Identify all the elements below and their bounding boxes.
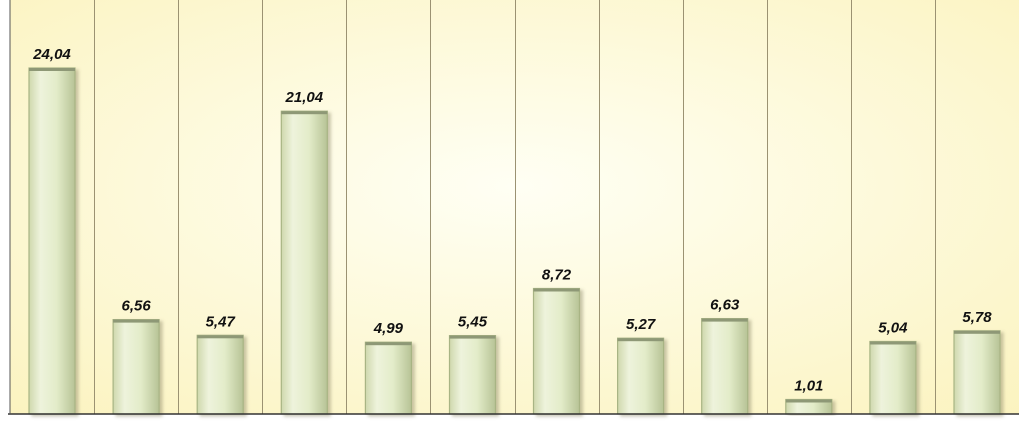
- bar-cap: [281, 111, 328, 115]
- bar-value-label: 5,47: [206, 313, 236, 330]
- bar: [112, 319, 160, 415]
- bar: [28, 67, 76, 415]
- plot-background: [10, 0, 1019, 414]
- bar-value-label: 6,56: [121, 298, 151, 315]
- bar-cap: [701, 318, 748, 322]
- bar: [532, 287, 581, 415]
- bar: [196, 334, 244, 415]
- bar-value-label: 5,04: [878, 320, 908, 337]
- bar: [701, 318, 749, 415]
- bar: [953, 330, 1001, 415]
- bar-value-label: 1,01: [794, 378, 823, 395]
- bar-value-label: 5,78: [962, 309, 992, 326]
- bar-cap: [113, 319, 160, 323]
- bars-group: [28, 67, 1001, 415]
- bar: [869, 340, 917, 415]
- bar: [448, 335, 497, 415]
- bar-cap: [365, 342, 412, 346]
- value-labels-group: 24,04 6,56 5,47 21,04 4,99 5,45 8,72 5,27 6,63 1,…: [32, 46, 992, 395]
- bar: [280, 110, 328, 415]
- bar-cap: [954, 330, 1000, 334]
- bar-cap: [449, 335, 496, 339]
- bar-value-label: 5,27: [626, 316, 656, 333]
- bar-cap: [197, 335, 244, 339]
- bar-value-label: 24,04: [32, 46, 71, 63]
- bar-cap: [785, 399, 832, 403]
- bar-cap: [29, 68, 75, 71]
- bar-cap: [617, 338, 664, 342]
- bar: [364, 341, 412, 415]
- bar-cap: [869, 341, 916, 345]
- bar-value-label: 5,45: [458, 314, 488, 331]
- bar-value-label: 4,99: [373, 320, 404, 337]
- bar-value-label: 8,72: [542, 267, 572, 284]
- bar-cap: [533, 288, 580, 292]
- bar: [616, 337, 665, 415]
- bar-value-label: 21,04: [285, 89, 324, 106]
- category-dividers: [94, 0, 936, 414]
- bar-value-label: 6,63: [710, 297, 740, 314]
